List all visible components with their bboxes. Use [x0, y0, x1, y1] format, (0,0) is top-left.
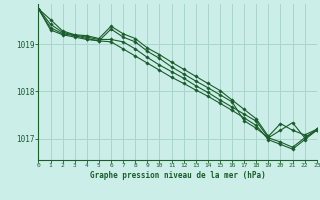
X-axis label: Graphe pression niveau de la mer (hPa): Graphe pression niveau de la mer (hPa) [90, 171, 266, 180]
